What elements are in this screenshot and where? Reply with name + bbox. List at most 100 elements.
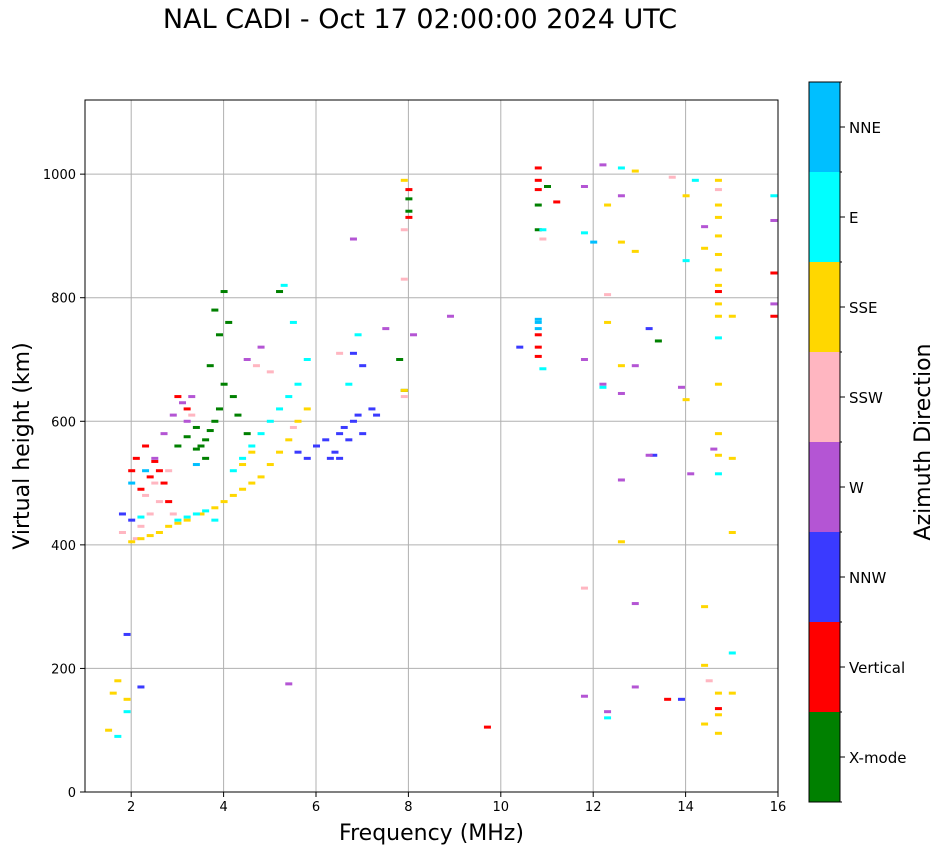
data-point-e bbox=[114, 734, 122, 738]
data-point-sse bbox=[248, 481, 256, 485]
data-point-sse bbox=[128, 540, 136, 544]
data-points bbox=[105, 163, 778, 738]
data-point-x-mode bbox=[215, 333, 223, 337]
data-point-e bbox=[239, 456, 247, 460]
data-point-sse bbox=[174, 521, 182, 525]
data-point-x-mode bbox=[220, 290, 228, 294]
data-point-w bbox=[410, 333, 418, 337]
data-point-vertical bbox=[142, 444, 150, 448]
data-point-e bbox=[604, 716, 612, 720]
data-point-e bbox=[539, 367, 547, 371]
data-point-x-mode bbox=[192, 425, 200, 429]
colorbar-label: W bbox=[849, 479, 864, 497]
data-point-e bbox=[294, 382, 302, 386]
data-point-vertical bbox=[160, 481, 168, 485]
data-point-e bbox=[303, 358, 311, 361]
chart-title: NAL CADI - Oct 17 02:00:00 2024 UTC bbox=[162, 4, 678, 35]
colorbar-segment-ssw bbox=[809, 352, 840, 442]
data-point-ssw bbox=[336, 351, 344, 355]
data-point-x-mode bbox=[225, 320, 233, 324]
y-tick-label: 800 bbox=[51, 292, 76, 307]
data-point-w bbox=[169, 413, 177, 417]
data-point-sse bbox=[211, 506, 219, 510]
plot-frame bbox=[84, 99, 779, 793]
data-point-nne bbox=[128, 481, 136, 485]
data-point-w bbox=[617, 478, 625, 482]
data-point-sse bbox=[617, 540, 625, 544]
x-tick-label: 16 bbox=[770, 800, 787, 815]
data-point-w bbox=[687, 472, 695, 476]
x-tick-label: 6 bbox=[312, 800, 320, 815]
data-point-sse bbox=[728, 531, 736, 534]
data-point-nnw bbox=[313, 444, 320, 448]
data-point-x-mode bbox=[405, 197, 413, 201]
data-point-e bbox=[174, 518, 182, 522]
data-point-e bbox=[192, 512, 200, 516]
data-point-vertical bbox=[534, 188, 542, 192]
data-point-w bbox=[580, 185, 588, 188]
data-point-sse bbox=[714, 314, 722, 318]
data-point-x-mode bbox=[206, 429, 214, 433]
data-point-nne bbox=[192, 463, 200, 467]
data-point-w bbox=[710, 447, 718, 451]
data-point-w bbox=[677, 385, 685, 389]
data-point-nne bbox=[142, 469, 150, 473]
data-point-nnw bbox=[345, 438, 353, 442]
data-point-vertical bbox=[483, 725, 491, 729]
data-point-sse bbox=[400, 178, 408, 182]
data-point-nnw bbox=[516, 345, 524, 349]
data-point-ssw bbox=[714, 188, 722, 192]
data-point-x-mode bbox=[211, 308, 219, 312]
data-point-vertical bbox=[146, 475, 154, 479]
x-tick-label: 8 bbox=[404, 800, 412, 815]
colorbar-title: Azimuth Direction bbox=[911, 343, 936, 540]
data-point-w bbox=[243, 358, 251, 361]
data-point-sse bbox=[714, 283, 722, 287]
data-point-ssw bbox=[400, 395, 408, 399]
data-point-e bbox=[183, 515, 191, 519]
data-point-nnw bbox=[349, 419, 357, 423]
data-point-nnw bbox=[336, 432, 344, 436]
data-point-nnw bbox=[322, 438, 330, 442]
data-point-x-mode bbox=[220, 382, 228, 386]
data-point-sse bbox=[714, 252, 722, 256]
data-point-x-mode bbox=[211, 419, 219, 423]
data-point-w bbox=[580, 694, 588, 698]
data-point-nnw bbox=[123, 632, 131, 636]
data-point-x-mode bbox=[174, 444, 182, 448]
colorbar-label: NNE bbox=[849, 119, 881, 137]
colorbar-label: SSE bbox=[849, 299, 878, 317]
data-point-x-mode bbox=[202, 456, 210, 460]
data-point-x-mode bbox=[215, 407, 223, 411]
data-point-e bbox=[728, 651, 736, 655]
data-point-e bbox=[691, 178, 699, 182]
y-tick-label: 0 bbox=[68, 786, 76, 801]
data-point-vertical bbox=[155, 469, 163, 473]
colorbar-frame bbox=[808, 81, 841, 803]
data-point-vertical bbox=[137, 487, 145, 491]
data-point-nne bbox=[590, 240, 598, 244]
data-point-w bbox=[604, 710, 612, 714]
data-point-e bbox=[539, 228, 547, 232]
data-point-sse bbox=[714, 234, 722, 238]
data-point-x-mode bbox=[229, 395, 237, 399]
data-point-nne bbox=[534, 317, 542, 321]
data-point-ssw bbox=[146, 512, 154, 516]
data-point-nne bbox=[534, 320, 542, 324]
data-point-x-mode bbox=[396, 358, 404, 361]
data-point-sse bbox=[276, 450, 284, 454]
data-point-ssw bbox=[400, 228, 408, 232]
data-point-e bbox=[770, 194, 778, 198]
y-tick-label: 200 bbox=[51, 662, 76, 677]
data-point-sse bbox=[248, 450, 256, 454]
data-point-sse bbox=[714, 382, 722, 386]
colorbar-segment-sse bbox=[809, 262, 840, 352]
data-point-nnw bbox=[340, 425, 348, 429]
data-point-w bbox=[285, 682, 293, 686]
data-point-w bbox=[599, 163, 607, 167]
data-point-sse bbox=[257, 475, 265, 479]
data-point-sse bbox=[714, 203, 722, 207]
data-point-sse bbox=[617, 364, 625, 368]
data-point-sse bbox=[146, 534, 154, 538]
data-point-nnw bbox=[118, 512, 126, 516]
